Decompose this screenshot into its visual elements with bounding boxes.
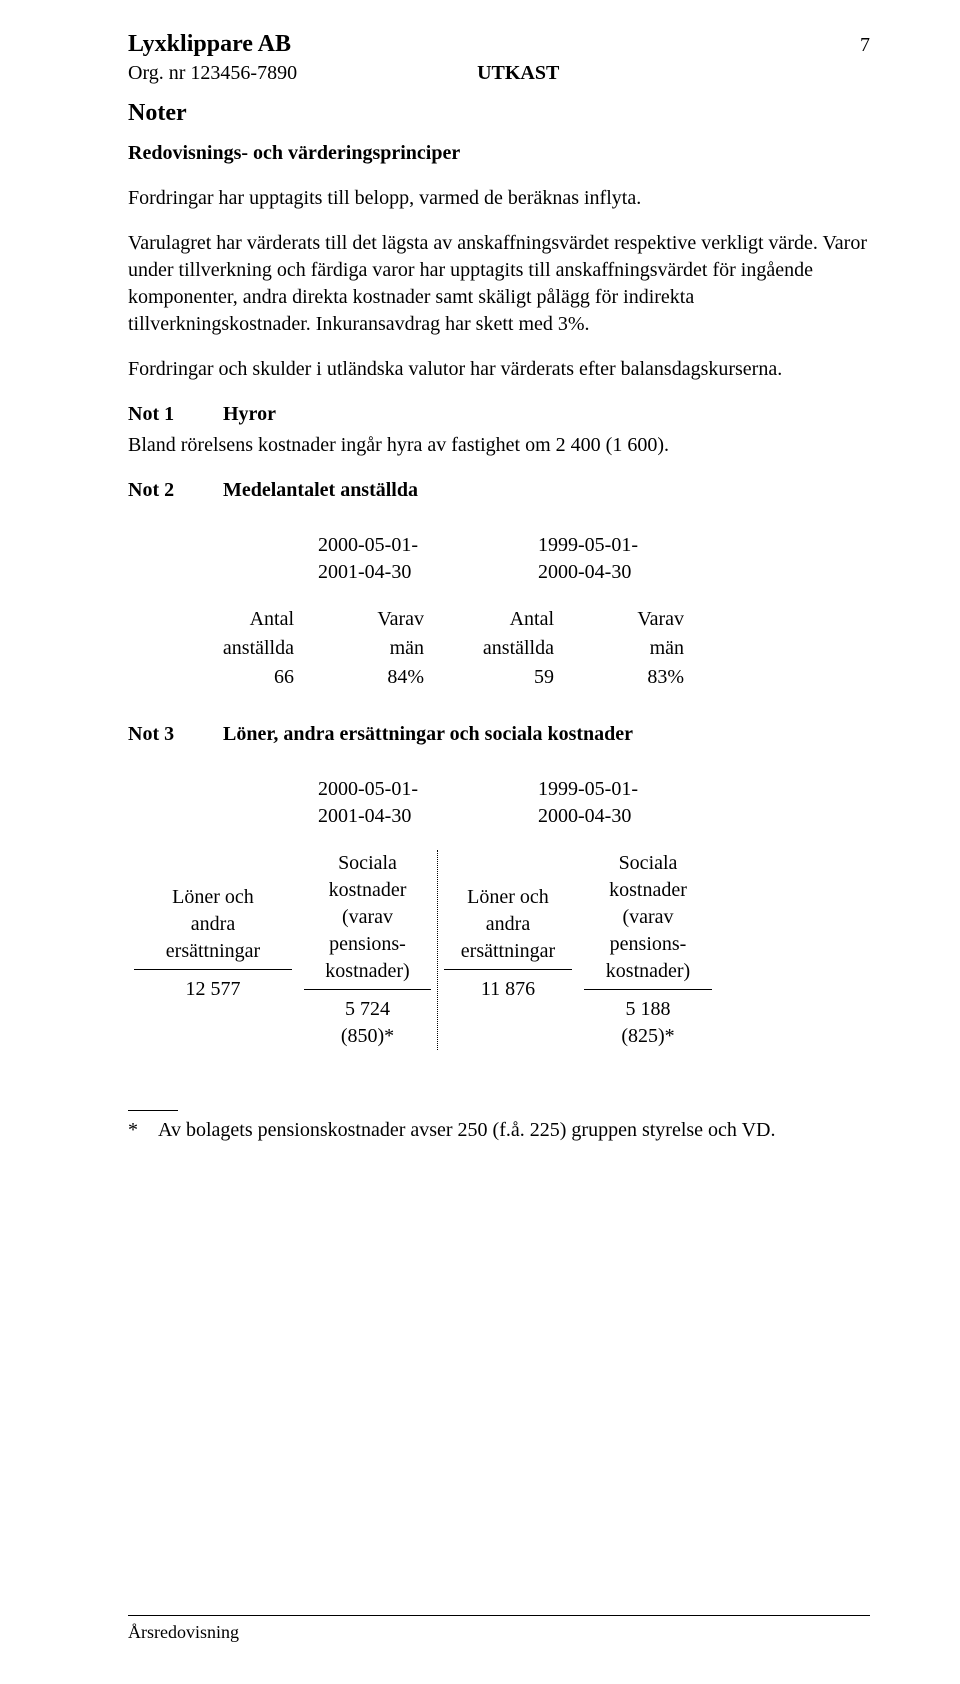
not2-period1-l1: 2000-05-01-: [318, 532, 538, 559]
not2-heading: Not 2 Medelantalet anställda: [128, 477, 870, 504]
paragraph-1: Fordringar har upptagits till belopp, va…: [128, 185, 870, 212]
not3-c4-l3: (varav: [584, 904, 712, 931]
footer-text: Årsredovisning: [128, 1615, 870, 1644]
not3-period2-l2: 2000-04-30: [538, 803, 758, 830]
page-number: 7: [860, 32, 870, 59]
not3-c1-l2: andra: [134, 911, 292, 938]
not3-period2-l1: 1999-05-01-: [538, 776, 758, 803]
not2-h-anst2: anställda: [448, 635, 554, 662]
not3-r2c2: (850)*: [304, 1023, 431, 1050]
company-name: Lyxklippare AB: [128, 28, 291, 60]
not3-c1-l3: ersättningar: [134, 938, 292, 965]
not3-c2-l4: pensions-: [304, 931, 431, 958]
not3-r1c1: 12 577: [134, 976, 292, 1003]
not3-c2-l2: kostnader: [304, 877, 431, 904]
not3-r1c4: 5 188: [584, 996, 712, 1023]
not1-title: Hyror: [223, 401, 276, 428]
not2-v3: 59: [448, 664, 554, 691]
not3-c3-l2: andra: [444, 911, 572, 938]
not2-h-varav1: Varav: [318, 606, 424, 633]
not3-title: Löner, andra ersättningar och sociala ko…: [223, 721, 633, 748]
not3-c3-l3: ersättningar: [444, 938, 572, 965]
not2-h-antal1: Antal: [128, 606, 294, 633]
not2-period2-l2: 2000-04-30: [538, 559, 758, 586]
not1-label: Not 1: [128, 401, 218, 428]
org-number: Org. nr 123456-7890: [128, 60, 297, 87]
draft-label: UTKAST: [477, 60, 559, 87]
not3-c4-l4: pensions-: [584, 931, 712, 958]
not3-r1c3: 11 876: [444, 976, 572, 1003]
not2-period2-l1: 1999-05-01-: [538, 532, 758, 559]
not2-v4: 83%: [578, 664, 684, 691]
not2-h-man1: män: [318, 635, 424, 662]
not2-title: Medelantalet anställda: [223, 477, 418, 504]
footnote-star: *: [128, 1117, 158, 1144]
not1-heading: Not 1 Hyror: [128, 401, 870, 428]
not2-v2: 84%: [318, 664, 424, 691]
not2-label: Not 2: [128, 477, 218, 504]
not1-text: Bland rörelsens kostnader ingår hyra av …: [128, 432, 870, 459]
not2-table: Antal anställda 66 Varav män 84% Antal a…: [128, 606, 870, 691]
footnote-separator: [128, 1110, 178, 1111]
not3-r2c4: (825)*: [584, 1023, 712, 1050]
principles-heading: Redovisnings- och värderingsprinciper: [128, 140, 870, 167]
not3-period1-l2: 2001-04-30: [318, 803, 538, 830]
not2-h-varav2: Varav: [578, 606, 684, 633]
not2-period1-l2: 2001-04-30: [318, 559, 538, 586]
not3-r1c2: 5 724: [304, 996, 431, 1023]
not2-h-man2: män: [578, 635, 684, 662]
paragraph-3: Fordringar och skulder i utländska valut…: [128, 356, 870, 383]
not2-h-antal2: Antal: [448, 606, 554, 633]
not3-c1-l1: Löner och: [134, 884, 292, 911]
footnote: * Av bolagets pensionskostnader avser 25…: [128, 1117, 870, 1144]
not3-c4-l1: Sociala: [584, 850, 712, 877]
not3-heading: Not 3 Löner, andra ersättningar och soci…: [128, 721, 870, 748]
not3-c2-l5: kostnader): [304, 958, 431, 985]
paragraph-2: Varulagret har värderats till det lägsta…: [128, 230, 870, 338]
not3-c2-l1: Sociala: [304, 850, 431, 877]
not3-c3-l1: Löner och: [444, 884, 572, 911]
not3-c4-l5: kostnader): [584, 958, 712, 985]
not2-periods: 2000-05-01- 2001-04-30 1999-05-01- 2000-…: [128, 532, 870, 586]
footnote-text: Av bolagets pensionskostnader avser 250 …: [158, 1117, 775, 1144]
not3-table: Löner och andra ersättningar 12 577 Soci…: [128, 850, 870, 1050]
not3-c2-l3: (varav: [304, 904, 431, 931]
noter-heading: Noter: [128, 97, 870, 129]
not3-c4-l2: kostnader: [584, 877, 712, 904]
not3-periods: 2000-05-01- 2001-04-30 1999-05-01- 2000-…: [128, 776, 870, 830]
not2-v1: 66: [128, 664, 294, 691]
not3-period1-l1: 2000-05-01-: [318, 776, 538, 803]
not3-label: Not 3: [128, 721, 218, 748]
not2-h-anst1: anställda: [128, 635, 294, 662]
